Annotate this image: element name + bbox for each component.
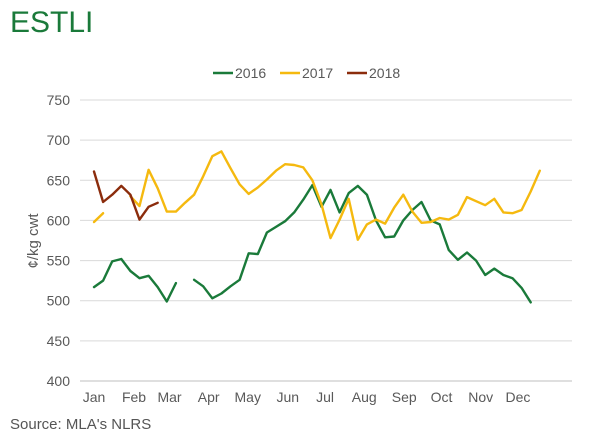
x-tick-label: Jul [316, 389, 334, 405]
series-line-2016 [92, 257, 178, 303]
series-line-2016 [192, 183, 532, 304]
source-note: Source: MLA's NLRS [10, 416, 152, 433]
y-tick-label: 700 [47, 132, 71, 148]
y-axis-label: ¢/kg cwt [25, 213, 42, 269]
series-lines [92, 150, 541, 304]
x-tick-label: Dec [506, 389, 531, 405]
y-tick-label: 500 [47, 293, 71, 309]
y-tick-label: 750 [47, 92, 71, 108]
x-tick-label: Jun [276, 389, 299, 405]
x-tick-label: Oct [431, 389, 453, 405]
y-tick-label: 550 [47, 253, 71, 269]
x-tick-label: Apr [198, 389, 220, 405]
legend: 2016 2017 2018 [213, 65, 400, 81]
series-line-2017 [129, 150, 541, 241]
gridlines [80, 99, 572, 382]
series-line-2018 [92, 170, 159, 221]
legend-label-2017: 2017 [302, 65, 333, 81]
y-tick-label: 400 [47, 373, 71, 389]
y-tick-labels: 400 450 500 550 600 650 700 750 [47, 92, 71, 389]
legend-label-2018: 2018 [369, 65, 400, 81]
legend-label-2016: 2016 [235, 65, 266, 81]
y-tick-label: 650 [47, 172, 71, 188]
x-tick-label: Feb [122, 389, 146, 405]
series-line-2017 [92, 212, 105, 224]
x-tick-label: Jan [83, 389, 106, 405]
x-tick-labels: Jan Feb Mar Apr May Jun Jul Aug Sep Oct Nov Dec [83, 389, 531, 405]
x-tick-label: Aug [352, 389, 377, 405]
x-tick-label: May [235, 389, 261, 405]
y-tick-label: 450 [47, 333, 71, 349]
chart-title: ESTLI [10, 6, 94, 39]
x-tick-label: Sep [392, 389, 417, 405]
x-tick-label: Nov [468, 389, 493, 405]
y-tick-label: 600 [47, 212, 71, 228]
x-tick-label: Mar [157, 389, 181, 405]
